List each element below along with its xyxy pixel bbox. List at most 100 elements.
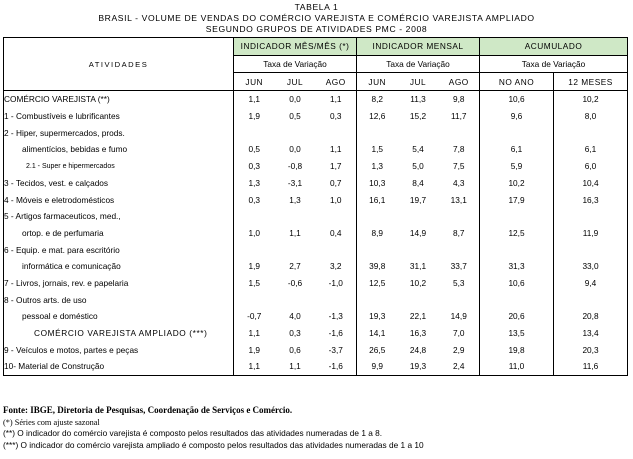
row-value: [233, 241, 275, 258]
table-row: 3 - Tecidos, vest. e calçados 1,3 -3,1 0,7 1…: [3, 174, 629, 192]
row-value: 6,1: [479, 141, 555, 158]
row-value: [438, 241, 481, 258]
row-value: 9,8: [438, 90, 481, 108]
row-value: 0,4: [315, 224, 357, 242]
row-value: 1,1: [315, 141, 357, 158]
taxa-label: Taxa de Variação: [355, 55, 481, 74]
row-value: [438, 207, 481, 225]
row-value: 2,4: [438, 358, 481, 376]
row-value: 22,1: [409, 311, 427, 322]
row-value: [438, 124, 481, 142]
row-value: 7,0: [438, 324, 481, 342]
row-value: [315, 207, 357, 225]
row-value: 11,3: [410, 94, 426, 105]
row-label: pessoal e doméstico: [3, 308, 234, 325]
group-mes-mes: INDICADOR MÊS/MÊS (*): [233, 37, 357, 56]
row-value: 1,0: [233, 224, 275, 242]
row-value: 1,9: [233, 257, 275, 275]
row-value: [357, 124, 398, 141]
row-value: 31,3: [479, 257, 555, 275]
row-value: 2,9: [438, 341, 481, 359]
table-row: ortop. e de perfumaria 1,0 1,1 0,4 8,9 14,9 8,…: [3, 224, 629, 242]
row-value: [479, 291, 555, 308]
row-value: 19,7: [409, 194, 427, 205]
row-value: -1,0: [315, 274, 357, 292]
row-value: [315, 241, 357, 258]
row-value: 11,6: [553, 358, 629, 376]
month-header: NO ANO: [479, 72, 555, 92]
row-value: [357, 208, 398, 225]
row-label: 8 - Outros arts. de uso: [3, 291, 234, 308]
table-number: TABELA 1: [294, 2, 339, 12]
row-value: 8,4: [412, 177, 424, 188]
row-value: -3,1: [287, 177, 303, 188]
row-value: 5,0: [412, 161, 424, 172]
table-row: 10- Material de Construção 1,1 1,1 -1,6 9,9 1…: [3, 358, 629, 376]
row-label: COMÉRCIO VAREJISTA AMPLIADO (***): [3, 324, 234, 342]
group-mensal: INDICADOR MENSAL: [355, 37, 481, 56]
row-value: 0,3: [289, 328, 301, 339]
month-header: AGO: [315, 72, 357, 92]
group-acumulado: ACUMULADO: [479, 37, 629, 56]
row-label: 6 - Equip. e mat. para escritório: [3, 241, 234, 258]
row-label: 1 - Combustíveis e lubrificantes: [3, 107, 234, 125]
row-value: -0,7: [233, 308, 275, 325]
row-value: 39,8: [369, 261, 386, 272]
note-2: (**) O indicador do comércio varejista é…: [3, 428, 383, 439]
table-row: COMÉRCIO VAREJISTA AMPLIADO (***) 1,1 0,3 -…: [3, 324, 629, 342]
row-value: 16,3: [553, 191, 629, 208]
source-note: Fonte: IBGE, Diretoria de Pesquisas, Coo…: [3, 405, 293, 415]
taxa-label: Taxa de Variação: [479, 55, 629, 74]
row-value: [275, 291, 316, 308]
row-value: 26,5: [369, 344, 386, 355]
row-value: 0,0: [289, 94, 301, 105]
row-value: 1,3: [233, 174, 275, 192]
row-value: 10,6: [479, 274, 555, 292]
note-3: (***) O indicador do comércio varejista …: [3, 439, 424, 450]
row-value: 4,3: [438, 174, 481, 192]
row-value: 1,1: [315, 90, 357, 108]
row-value: 8,0: [553, 107, 629, 125]
row-value: 31,1: [409, 261, 427, 272]
row-label: 2 - Hiper, supermercados, prods.: [3, 124, 234, 142]
row-value: 9,4: [553, 274, 629, 292]
row-value: 0,5: [233, 141, 275, 158]
row-value: 10,3: [369, 177, 386, 188]
row-value: [233, 124, 275, 142]
row-value: [357, 291, 398, 308]
row-value: -0,8: [287, 161, 303, 172]
row-value: [553, 207, 629, 225]
table-row: 2.1 - Super e hipermercados 0,3 -0,8 1,7 1,3…: [3, 157, 629, 175]
row-value: 0,3: [233, 191, 275, 208]
row-value: 7,5: [438, 157, 481, 175]
row-value: 24,8: [409, 344, 427, 355]
table-row: COMÉRCIO VAREJISTA (**) 1,1 0,0 1,1 8,2 11,3 9…: [3, 90, 629, 108]
month-header: JUL: [274, 72, 316, 92]
row-value: 5,9: [479, 157, 555, 175]
row-label: COMÉRCIO VAREJISTA (**): [3, 90, 234, 108]
row-value: 8,7: [438, 224, 481, 242]
row-value: 8,9: [371, 227, 384, 238]
row-value: 20,8: [553, 308, 629, 325]
month-header: AGO: [438, 72, 481, 92]
month-header: JUN: [233, 72, 275, 92]
row-value: [275, 208, 316, 225]
row-value: 1,1: [233, 90, 275, 108]
row-label: 10- Material de Construção: [3, 358, 234, 376]
row-value: 1,9: [233, 107, 275, 125]
table-row: 2 - Hiper, supermercados, prods.: [3, 124, 629, 142]
row-value: [553, 291, 629, 308]
row-value: 9,6: [479, 107, 555, 125]
row-value: 8,2: [371, 94, 384, 105]
table-row: pessoal e doméstico -0,7 4,0 -1,3 19,3 22,1 14…: [3, 308, 629, 325]
row-value: -1,6: [315, 358, 357, 376]
row-value: 12,6: [369, 111, 386, 122]
row-value: [398, 124, 439, 141]
table-row: alimentícios, bebidas e fumo 0,5 0,0 1,1 1,5…: [3, 141, 629, 158]
row-value: 4,0: [289, 311, 301, 322]
row-value: 5,3: [438, 274, 481, 292]
row-value: [553, 241, 629, 258]
row-value: 10,2: [409, 277, 427, 288]
row-value: [275, 124, 316, 141]
row-value: 11,7: [438, 107, 481, 125]
